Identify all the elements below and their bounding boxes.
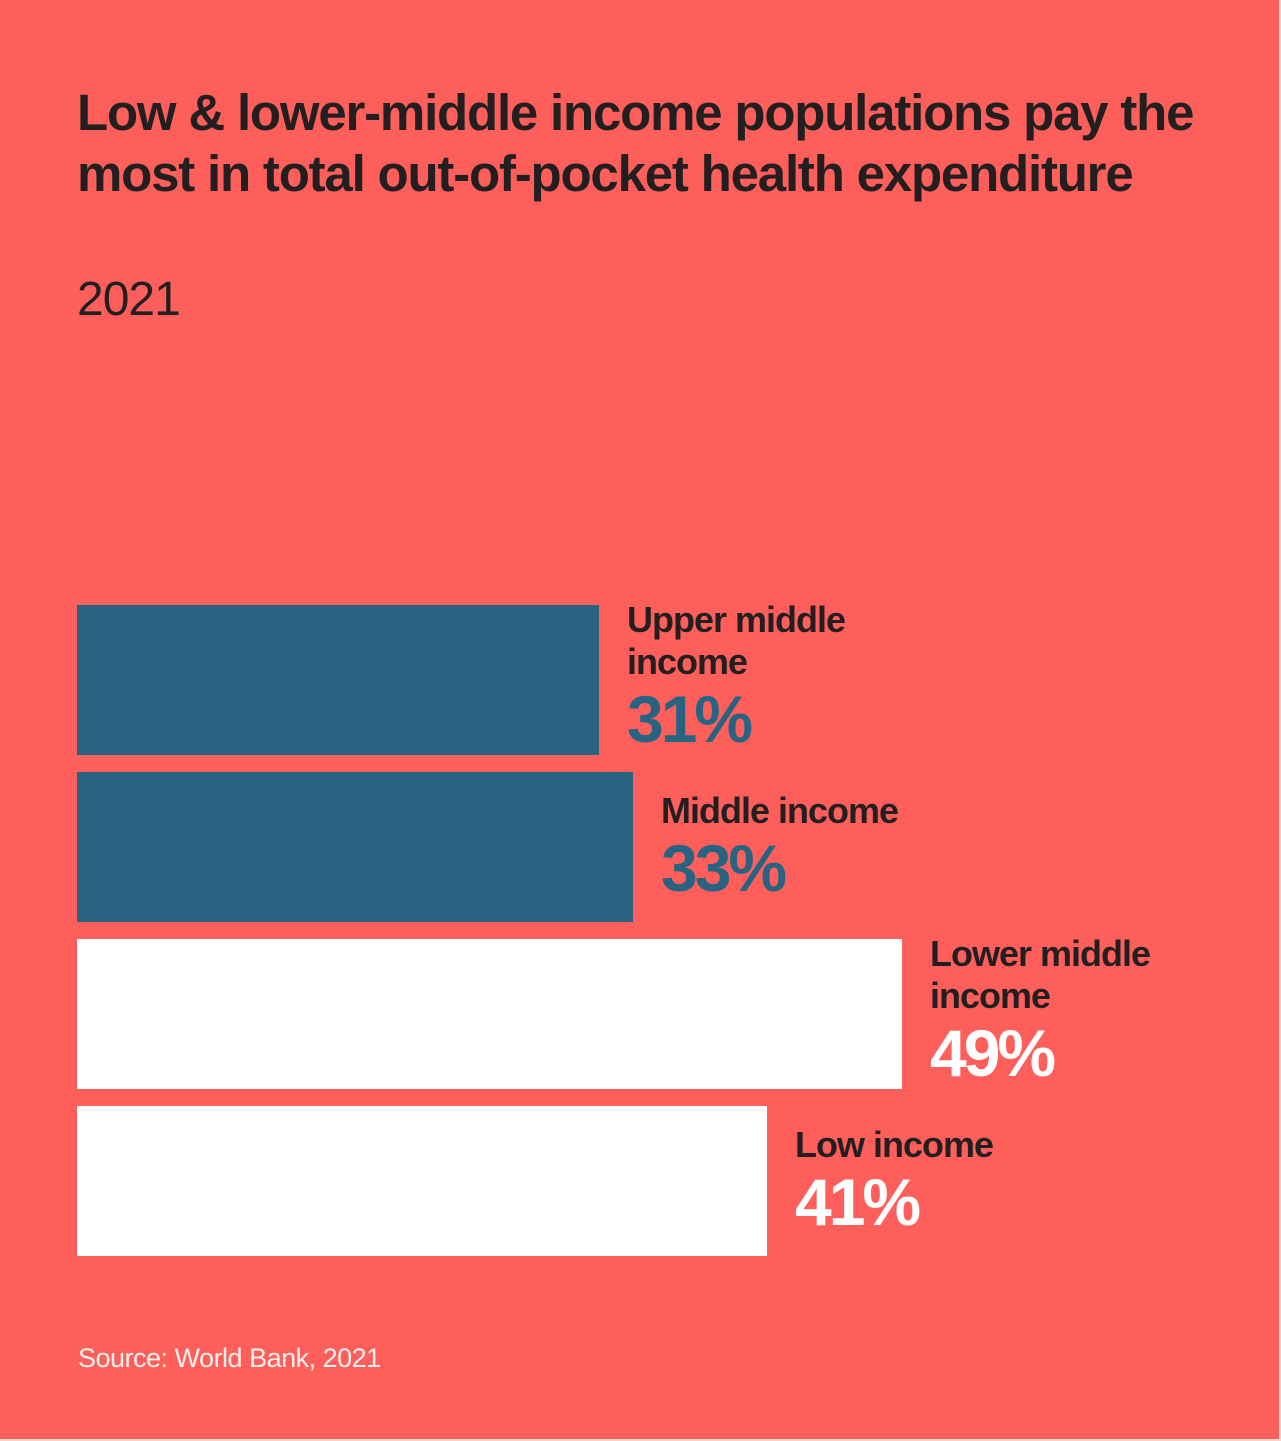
category-label: Middle income: [661, 790, 899, 831]
chart-subtitle: 2021: [77, 273, 181, 326]
bar-3: [77, 1106, 767, 1256]
bar-1: [77, 772, 633, 922]
value-label: 33%: [661, 831, 787, 905]
value-label: 31%: [627, 682, 753, 756]
bar-0: [77, 605, 599, 755]
category-label: Upper middle income: [627, 599, 846, 682]
category-label: Low income: [795, 1124, 994, 1165]
value-label: 41%: [795, 1165, 921, 1239]
value-label: 49%: [930, 1016, 1056, 1090]
bar-label: Low income 41%: [795, 1124, 1095, 1238]
source-note: Source: World Bank, 2021: [78, 1343, 381, 1373]
bar-label: Lower middle income 49%: [930, 933, 1230, 1089]
category-label: Lower middle income: [930, 933, 1151, 1016]
bar-label: Middle income 33%: [661, 790, 981, 904]
chart-title: Low & lower-middle income populations pa…: [77, 84, 1194, 202]
bar-label: Upper middle income 31%: [627, 599, 907, 755]
bar-2: [77, 939, 902, 1089]
